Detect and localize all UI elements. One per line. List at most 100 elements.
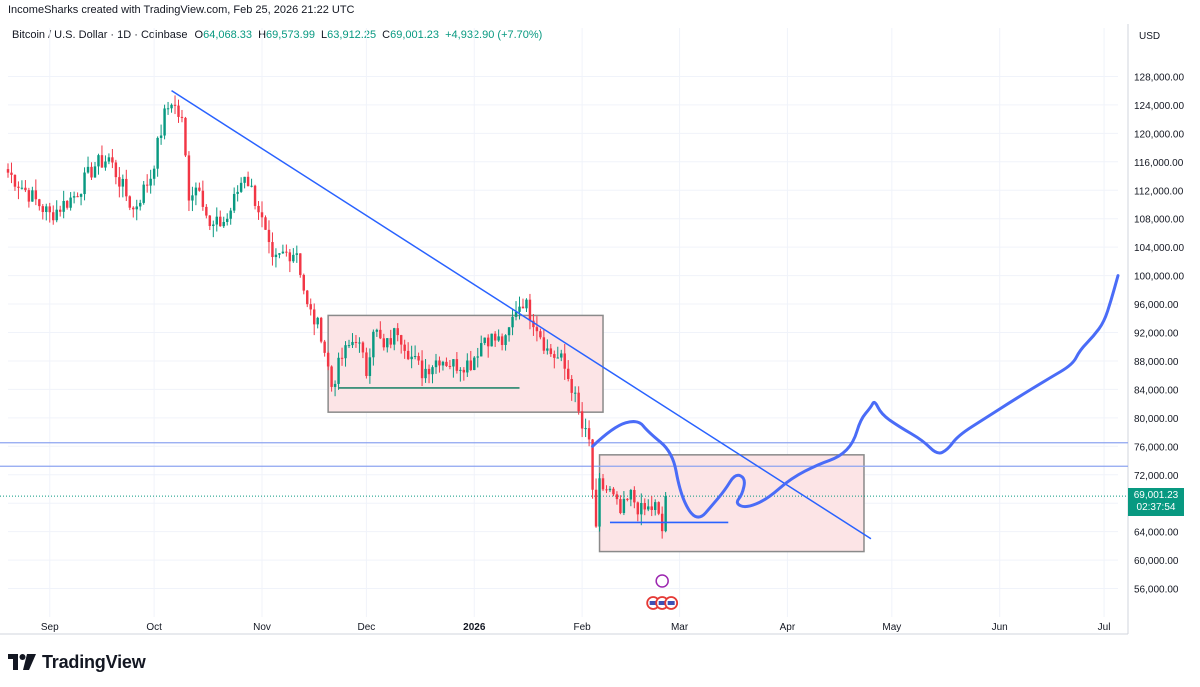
candle-body (406, 350, 410, 360)
candle-body (553, 354, 556, 358)
candle-30 (111, 148, 114, 169)
candle-131 (462, 367, 466, 381)
candle-body (173, 104, 177, 106)
candle-177 (622, 491, 626, 516)
candle-91 (323, 339, 326, 357)
candle-66 (236, 185, 239, 202)
candle-body (225, 218, 229, 222)
candle-body (58, 209, 62, 212)
symbol-legend: Bitcoin / U.S. Dollar · 1D · Coinbase O6… (12, 29, 545, 41)
candle-body (629, 489, 633, 500)
candle-163 (573, 386, 577, 403)
tradingview-branding[interactable]: TradingView (8, 651, 146, 673)
candle-49 (177, 99, 180, 123)
candle-body (403, 344, 406, 351)
candle-84 (299, 253, 302, 278)
candle-body (79, 194, 83, 197)
candle-89 (316, 316, 319, 329)
candle-12 (48, 202, 51, 223)
candle-body (605, 489, 608, 491)
candle-132 (466, 353, 469, 377)
candle-body (267, 229, 271, 243)
candle-43 (156, 136, 159, 177)
candle-body (379, 329, 382, 339)
event-flag-stripe-2 (667, 601, 675, 605)
candle-body (452, 359, 455, 367)
x-tick-label: Feb (574, 622, 592, 633)
candle-103 (365, 347, 368, 379)
candle-8 (34, 179, 38, 206)
candle-55 (198, 182, 201, 192)
x-tick-label: Sep (41, 622, 59, 633)
candle-body (10, 172, 13, 175)
candle-97 (344, 341, 347, 367)
candle-body (368, 357, 372, 376)
candle-24 (90, 162, 93, 181)
candle-body (76, 196, 79, 198)
candle-156 (549, 344, 553, 357)
candle-body (121, 178, 125, 187)
y-tick-label: 76,000.00 (1134, 442, 1179, 453)
candle-body (299, 253, 302, 275)
candle-body (142, 184, 145, 203)
candle-62 (222, 216, 225, 228)
candle-58 (208, 215, 212, 231)
candle-118 (417, 352, 420, 365)
candle-body (393, 328, 396, 345)
candle-130 (459, 367, 462, 382)
candle-167 (587, 420, 591, 447)
candle-body (166, 108, 170, 110)
candle-88 (312, 303, 316, 336)
candle-body (580, 411, 584, 429)
y-tick-label: 128,000.00 (1134, 72, 1184, 83)
candle-body (330, 366, 333, 387)
y-tick-label: 84,000.00 (1134, 385, 1179, 396)
candle-36 (132, 206, 135, 218)
y-tick-label: 60,000.00 (1134, 556, 1179, 567)
candle-body (462, 369, 466, 373)
candle-185 (650, 496, 653, 517)
candle-body (243, 176, 246, 183)
candle-body (427, 368, 431, 375)
candle-body (480, 343, 483, 357)
candle-72 (257, 201, 260, 220)
candle-body (521, 306, 525, 309)
candle-82 (292, 248, 295, 263)
candle-33 (121, 174, 125, 198)
candle-body (319, 317, 323, 342)
candle-body (601, 478, 605, 490)
candle-body (309, 304, 312, 310)
candle-136 (480, 335, 483, 357)
candle-body (69, 197, 72, 208)
candle-body (539, 331, 542, 338)
candle-78 (278, 253, 281, 259)
candle-body (507, 327, 511, 336)
candle-148 (521, 298, 525, 309)
candle-117 (413, 345, 417, 360)
candle-body (20, 187, 24, 189)
x-tick-label: Nov (253, 622, 271, 633)
candle-body (333, 383, 337, 387)
candle-body (500, 336, 504, 345)
candle-body (546, 348, 549, 351)
candle-body (466, 360, 469, 373)
candle-134 (473, 356, 476, 371)
candle-body (107, 157, 111, 162)
candle-body (417, 356, 420, 361)
candle-body (285, 251, 288, 253)
candle-61 (219, 210, 222, 227)
candle-body (62, 200, 65, 212)
candle-body (511, 316, 514, 328)
candle-3 (17, 181, 20, 200)
candle-body (424, 368, 427, 379)
candle-137 (483, 337, 486, 346)
candle-158 (556, 346, 559, 359)
candle-183 (643, 498, 646, 516)
candle-187 (657, 501, 660, 516)
candle-115 (406, 342, 410, 361)
candle-17 (65, 200, 69, 210)
candle-171 (601, 473, 605, 492)
close-value: 69,001.23 (390, 29, 440, 41)
candle-body (486, 337, 490, 347)
